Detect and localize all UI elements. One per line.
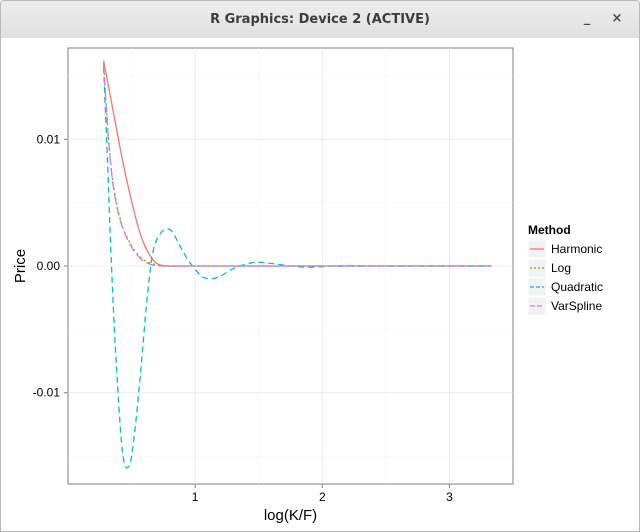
- x-axis-title: log(K/F): [264, 507, 317, 524]
- series-lines: [102, 60, 492, 469]
- x-axis-ticks: 1 2 3: [192, 484, 453, 504]
- y-tick-label: 0.01: [37, 132, 61, 146]
- minimize-button[interactable]: _: [583, 11, 591, 26]
- series-line-quadratic: [102, 66, 492, 469]
- legend-label-log: Log: [551, 261, 571, 275]
- y-axis-title: Price: [12, 249, 29, 283]
- x-tick-label: 3: [446, 490, 453, 504]
- legend-title: Method: [528, 223, 571, 237]
- legend: Method Harmonic Log Quadratic VarSpline: [527, 223, 603, 316]
- y-axis-ticks: -0.01 0.00 0.01: [33, 132, 68, 400]
- legend-key-log: [527, 258, 547, 278]
- plot-area: 1 2 3 -0.01 0.00 0.01 log(K/F) Price Method …: [1, 38, 639, 531]
- window-title: R Graphics: Device 2 (ACTIVE): [210, 12, 430, 27]
- x-tick-label: 2: [319, 490, 326, 504]
- y-tick-label: -0.01: [33, 386, 61, 400]
- x-tick-label: 1: [192, 490, 199, 504]
- legend-items: Harmonic Log Quadratic VarSpline: [527, 239, 603, 316]
- legend-label-quadratic: Quadratic: [551, 280, 603, 294]
- legend-label-varspline: VarSpline: [551, 299, 602, 313]
- series-line-varspline: [102, 64, 492, 267]
- y-tick-label: 0.00: [37, 259, 61, 273]
- title-bar[interactable]: R Graphics: Device 2 (ACTIVE) _ ×: [1, 1, 639, 39]
- close-button[interactable]: ×: [611, 11, 623, 26]
- legend-label-harmonic: Harmonic: [551, 242, 602, 256]
